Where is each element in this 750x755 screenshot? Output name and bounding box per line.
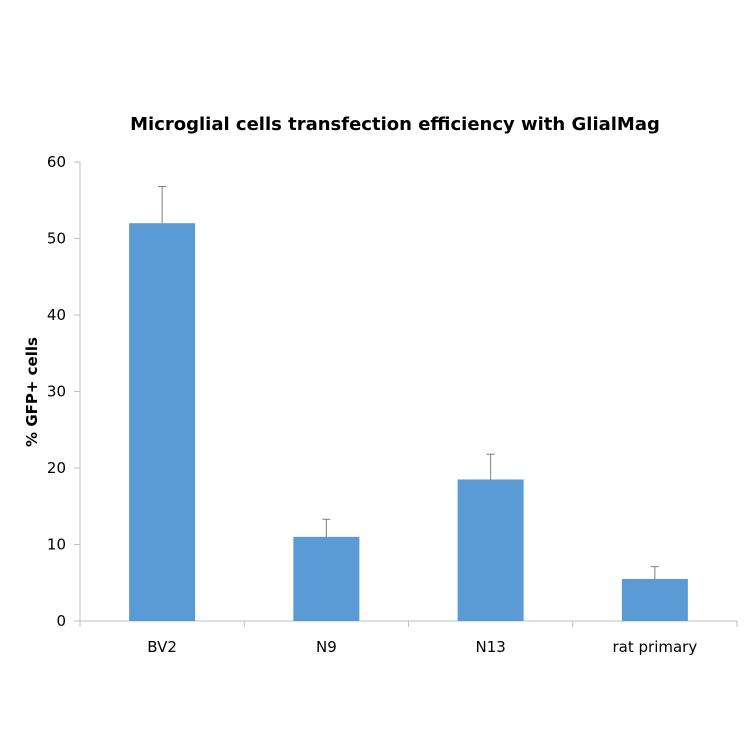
y-tick-label: 30 bbox=[47, 383, 66, 401]
bar-bv2 bbox=[129, 223, 196, 621]
y-axis-label: % GFP+ cells bbox=[23, 337, 41, 447]
bar-n13 bbox=[457, 479, 524, 621]
x-ticks-group: BV2 N9 N13 rat primary bbox=[147, 638, 697, 656]
y-tick-label: 40 bbox=[47, 306, 66, 324]
x-tick-label: N9 bbox=[316, 638, 337, 656]
bars-group bbox=[129, 223, 688, 621]
y-tick-label: 20 bbox=[47, 459, 66, 477]
y-ticks-group: 0 10 20 30 40 50 60 bbox=[47, 153, 80, 630]
y-tick-label: 60 bbox=[47, 153, 66, 171]
y-tick-label: 0 bbox=[56, 612, 66, 630]
x-tick-label: N13 bbox=[475, 638, 505, 656]
x-tick-label: rat primary bbox=[613, 638, 698, 656]
x-tick-label: BV2 bbox=[147, 638, 177, 656]
y-tick-label: 50 bbox=[47, 230, 66, 248]
error-bars-group bbox=[158, 185, 659, 579]
chart-title: Microglial cells transfection efficiency… bbox=[130, 114, 660, 135]
bar-rat-primary bbox=[621, 578, 688, 621]
bar-n9 bbox=[293, 536, 360, 621]
y-tick-label: 10 bbox=[47, 536, 66, 554]
